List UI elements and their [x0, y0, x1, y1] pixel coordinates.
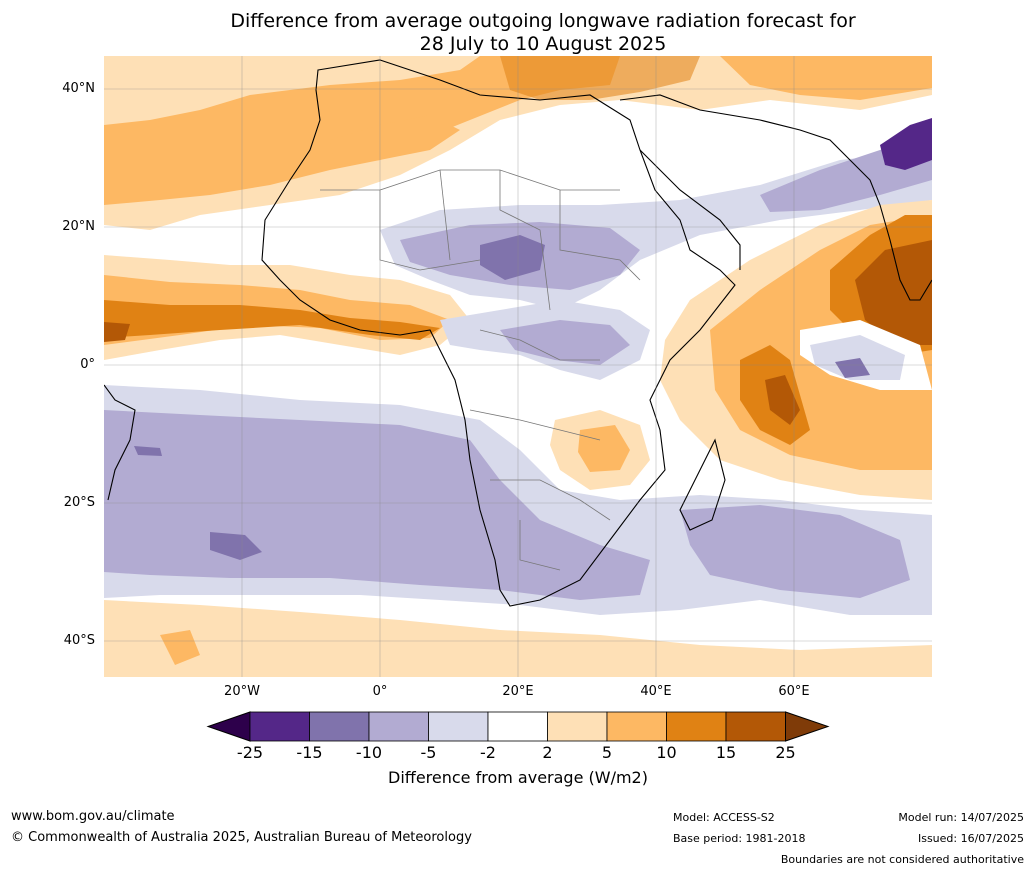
footer-model-run: Model run: 14/07/2025 [898, 811, 1024, 824]
colorbar-segment [547, 711, 608, 742]
colorbar-segment [368, 711, 429, 742]
colorbar-tick-label: 10 [656, 743, 677, 762]
footer-website: www.bom.gov.au/climate [11, 809, 175, 824]
title-line-2: 28 July to 10 August 2025 [419, 33, 667, 55]
negative-region [134, 446, 162, 456]
negative-region [680, 505, 910, 598]
lon-label-20w: 20°W [224, 684, 260, 699]
negative-region [210, 532, 262, 560]
colorbar-segment [249, 711, 310, 742]
graticule [104, 56, 932, 677]
colorbar-tick-label: -25 [236, 743, 264, 762]
colorbar-tick-label: 15 [715, 743, 737, 762]
lat-label-20s: 20°S [63, 495, 95, 510]
footer-disclaimer: Boundaries are not considered authoritat… [780, 853, 1024, 866]
positive-region [160, 630, 200, 665]
colorbar-segment [666, 711, 727, 742]
map-title: Difference from average outgoing longwav… [100, 10, 986, 56]
colorbar-tick-label: -5 [420, 743, 437, 762]
footer-base-period: Base period: 1981-2018 [673, 832, 806, 845]
lat-label-40n: 40°N [62, 81, 95, 96]
footer-model: Model: ACCESS-S2 [673, 811, 775, 824]
arabia-coastline [639, 149, 741, 270]
positive-region [765, 375, 800, 425]
coastlines [104, 59, 932, 607]
lon-label-0: 0° [372, 684, 388, 699]
colorbar-tick-label: -15 [296, 743, 323, 762]
positive-region [330, 115, 460, 165]
lat-label-20n: 20°N [62, 219, 95, 234]
colorbar-tick-label: 25 [775, 743, 796, 762]
colorbar-extend-low [206, 711, 251, 742]
colorbar-tick-label: 5 [601, 743, 613, 762]
positive-region [104, 322, 130, 342]
lat-label-40s: 40°S [63, 633, 95, 648]
lat-label-equator: 0° [80, 357, 95, 372]
footer-issued: Issued: 16/07/2025 [917, 832, 1024, 845]
positive-region [578, 425, 630, 472]
lon-label-40e: 40°E [640, 684, 672, 699]
south-america-coastline [104, 384, 136, 501]
positive-region [104, 300, 440, 340]
positive-region [855, 240, 932, 345]
negative-region [500, 320, 630, 365]
colorbar-tick-label: 2 [542, 743, 553, 762]
colorbar-segment [487, 711, 548, 742]
lon-label-60e: 60°E [778, 684, 810, 699]
positive-region [104, 56, 480, 125]
colorbar-tick-label: -10 [355, 743, 383, 762]
colorbar-segment [309, 711, 370, 742]
lon-label-20e: 20°E [502, 684, 534, 699]
negative-region [480, 235, 545, 280]
colorbar-segment [428, 711, 489, 742]
negative-region [835, 358, 870, 378]
negative-region [810, 335, 905, 380]
footer-copyright: © Commonwealth of Australia 2025, Austra… [11, 830, 472, 845]
madagascar-coastline [679, 438, 726, 531]
colorbar [206, 711, 830, 742]
colorbar-segment [725, 711, 786, 742]
colorbar-extend-high [785, 711, 830, 742]
negative-region [880, 118, 932, 170]
asia-coastline [619, 94, 932, 301]
title-line-1: Difference from average outgoing longwav… [230, 10, 856, 32]
colorbar-tick-label: -2 [480, 743, 496, 762]
colorbar-segment [606, 711, 667, 742]
colorbar-caption: Difference from average (W/m2) [388, 768, 648, 787]
